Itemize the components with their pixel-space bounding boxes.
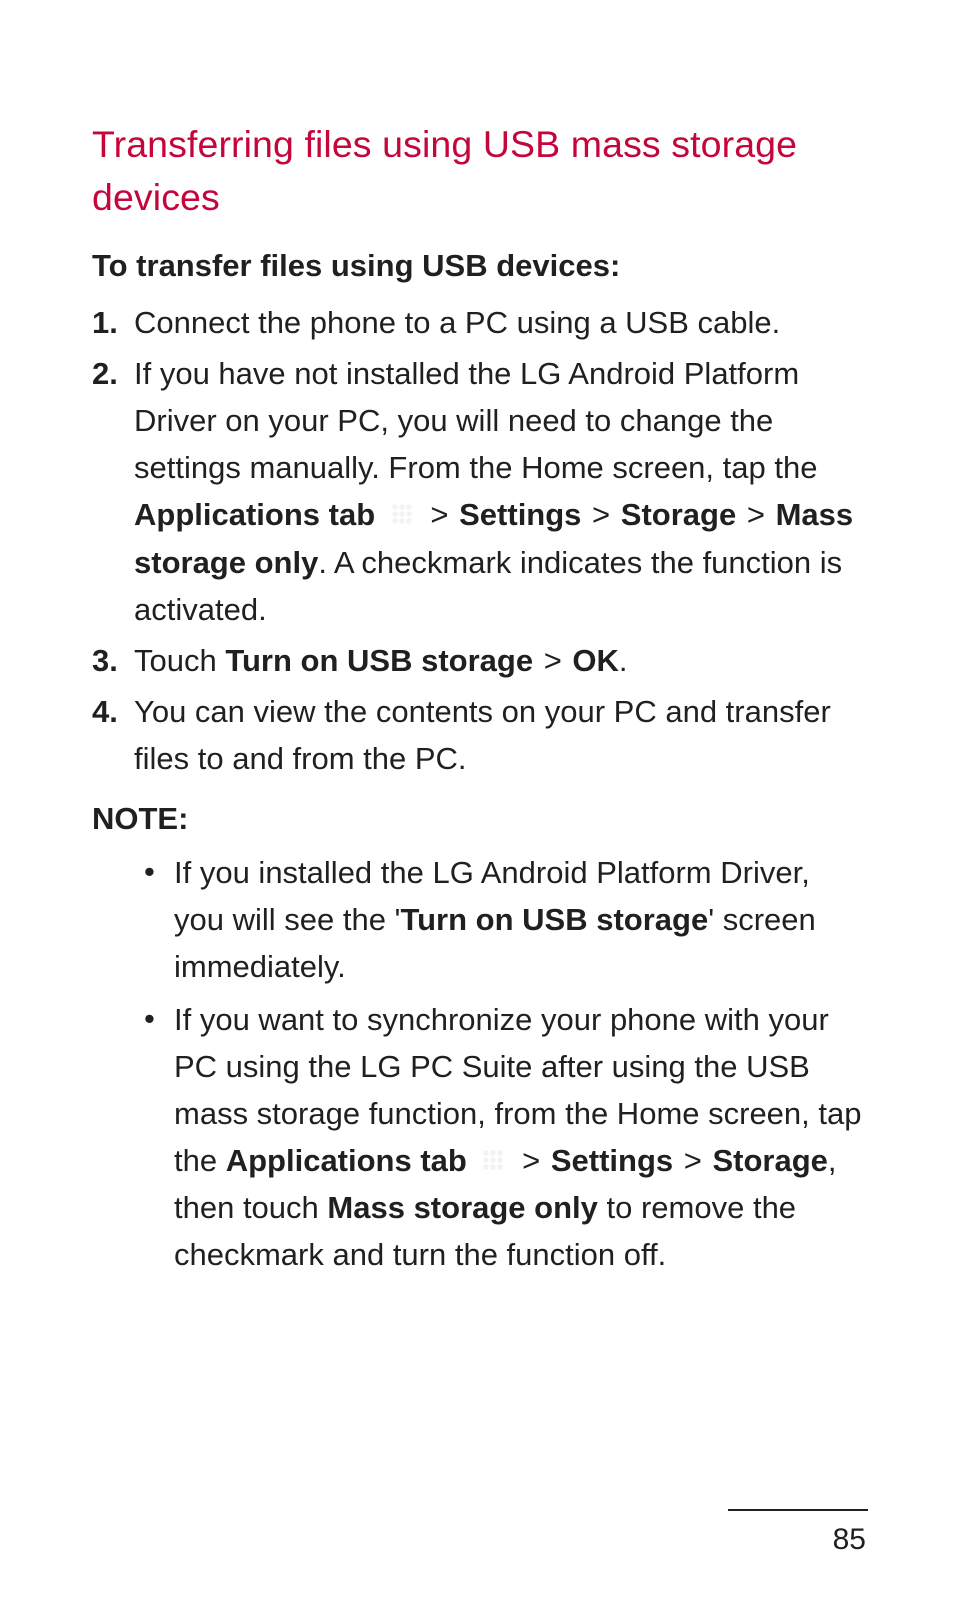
storage-label: Storage	[713, 1143, 828, 1178]
breadcrumb-separator: >	[682, 1143, 704, 1178]
breadcrumb-separator: >	[745, 497, 767, 532]
section-title: Transferring files using USB mass storag…	[92, 118, 864, 225]
note-2: If you want to synchronize your phone wi…	[144, 996, 864, 1279]
step-3: Touch Turn on USB storage > OK.	[92, 637, 864, 684]
settings-label: Settings	[459, 497, 581, 532]
step-2-text-a: If you have not installed the LG Android…	[134, 356, 817, 485]
breadcrumb-separator: >	[542, 643, 564, 678]
step-3-dot: .	[619, 643, 628, 678]
turn-on-usb-storage-label: Turn on USB storage	[225, 643, 533, 678]
settings-label: Settings	[551, 1143, 673, 1178]
mass-storage-only-label: Mass storage only	[327, 1190, 597, 1225]
lead-line: To transfer files using USB devices:	[92, 243, 864, 290]
applications-tab-icon	[386, 496, 418, 528]
step-1: Connect the phone to a PC using a USB ca…	[92, 299, 864, 346]
applications-tab-icon	[477, 1142, 509, 1174]
note-1: If you installed the LG Android Platform…	[144, 849, 864, 990]
storage-label: Storage	[621, 497, 736, 532]
breadcrumb-separator: >	[428, 497, 450, 532]
applications-tab-label: Applications tab	[226, 1143, 467, 1178]
page-number: 85	[833, 1509, 866, 1557]
step-3-text-a: Touch	[134, 643, 225, 678]
turn-on-usb-storage-label: Turn on USB storage	[400, 902, 708, 937]
breadcrumb-separator: >	[520, 1143, 542, 1178]
step-4: You can view the contents on your PC and…	[92, 688, 864, 782]
breadcrumb-separator: >	[590, 497, 612, 532]
note-label: NOTE:	[92, 796, 864, 843]
steps-list: Connect the phone to a PC using a USB ca…	[92, 299, 864, 782]
step-1-text: Connect the phone to a PC using a USB ca…	[134, 305, 780, 340]
step-2: If you have not installed the LG Android…	[92, 350, 864, 633]
notes-list: If you installed the LG Android Platform…	[92, 849, 864, 1279]
manual-page: Transferring files using USB mass storag…	[0, 0, 954, 1621]
ok-label: OK	[572, 643, 619, 678]
step-4-text: You can view the contents on your PC and…	[134, 694, 831, 776]
applications-tab-label: Applications tab	[134, 497, 375, 532]
